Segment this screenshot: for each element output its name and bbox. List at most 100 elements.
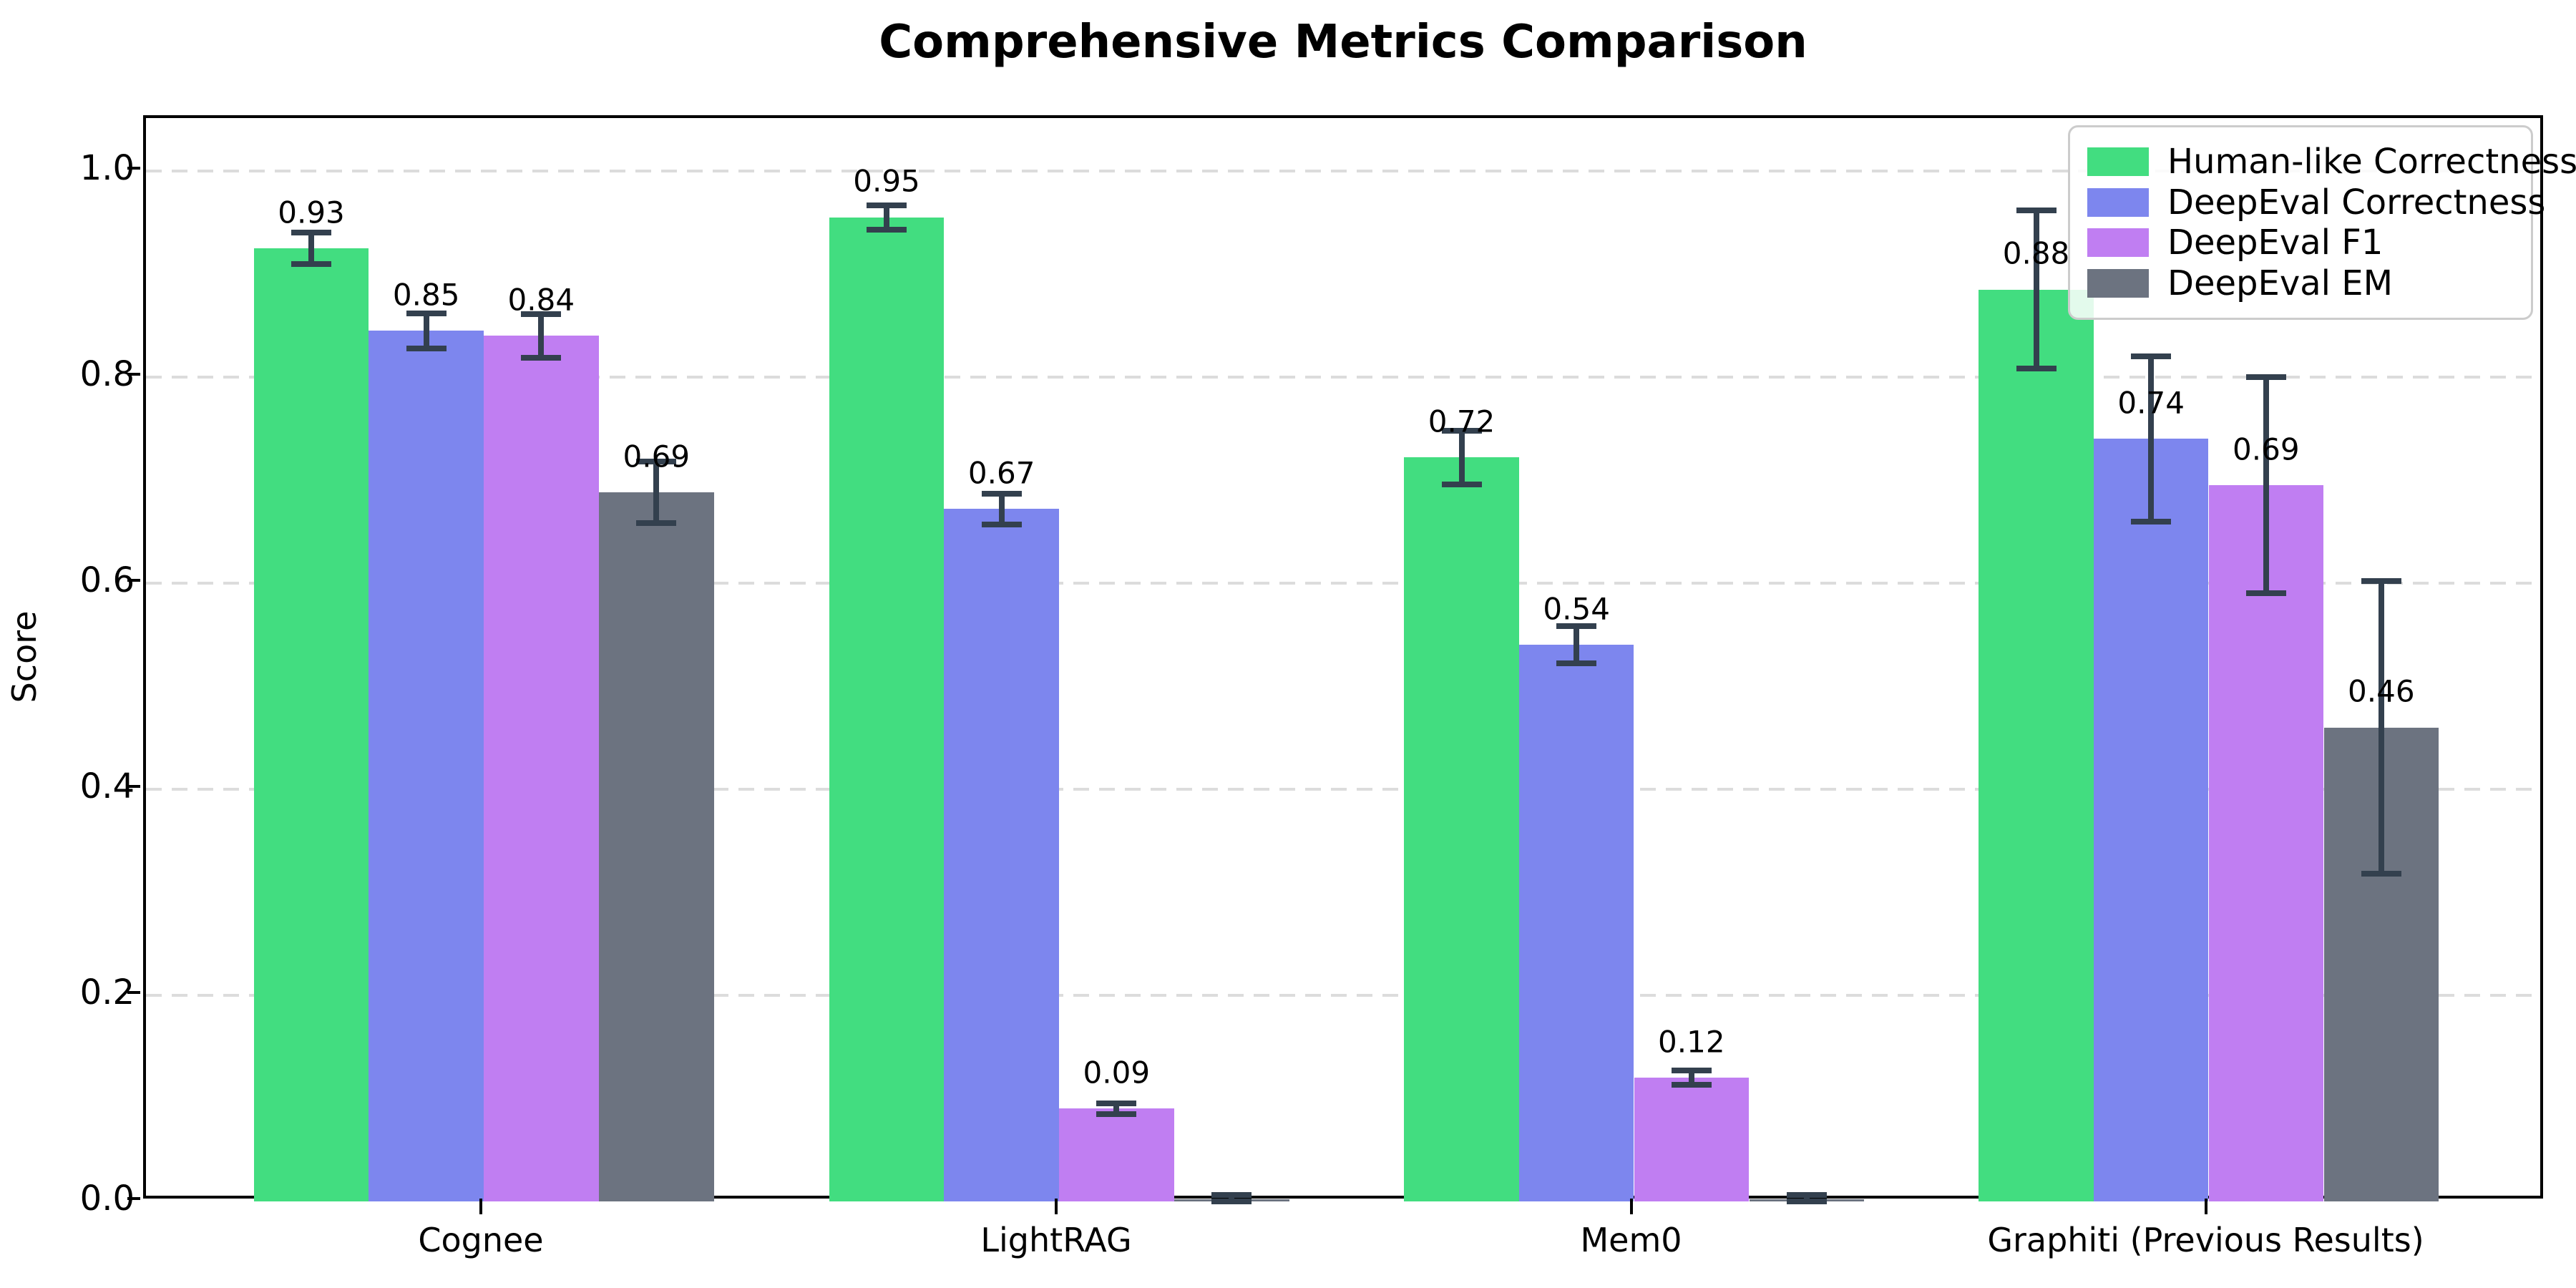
error-bar-cap: [636, 459, 677, 465]
bar: [1059, 1108, 1174, 1201]
bar: [944, 509, 1059, 1201]
value-label: 0.69: [623, 439, 691, 474]
legend-label: DeepEval EM: [2167, 263, 2393, 303]
y-tick-label: 0.4: [79, 766, 135, 806]
error-bar-cap: [1096, 1101, 1137, 1107]
error-bar-cap: [1786, 1192, 1827, 1199]
error-bar: [1458, 430, 1465, 484]
value-label: 0.95: [853, 163, 920, 199]
bar: [599, 492, 714, 1201]
error-bar-cap: [521, 311, 562, 318]
value-label: 0.09: [1083, 1055, 1151, 1091]
bar: [369, 331, 484, 1201]
x-tick-mark: [2204, 1199, 2207, 1214]
error-bar-cap: [2245, 590, 2286, 597]
x-tick-mark: [1629, 1199, 1633, 1214]
gridline: [146, 994, 2540, 997]
error-bar: [884, 205, 889, 230]
chart-title: Comprehensive Metrics Comparison: [879, 16, 1807, 69]
bar: [829, 217, 945, 1201]
legend-item: DeepEval Correctness: [2087, 182, 2545, 223]
error-bar-cap: [981, 521, 1022, 527]
value-label: 0.88: [2002, 235, 2070, 271]
error-bar-cap: [406, 345, 447, 351]
value-label: 0.93: [278, 195, 345, 230]
error-bar: [1113, 1103, 1120, 1114]
legend-swatch: [2087, 228, 2149, 258]
value-label: 0.12: [1658, 1024, 1725, 1060]
bar: [253, 248, 369, 1201]
error-bar-cap: [636, 520, 677, 527]
error-bar-cap: [1211, 1192, 1252, 1199]
y-tick-mark: [127, 991, 140, 994]
x-tick-mark: [1055, 1199, 1058, 1214]
value-label: 0.46: [2348, 673, 2415, 709]
error-bar-cap: [2245, 374, 2286, 380]
error-bar-cap: [2016, 207, 2057, 213]
error-bar: [308, 233, 314, 264]
error-bar-cap: [1096, 1111, 1137, 1117]
value-label: 0.69: [2233, 431, 2300, 467]
error-bar: [1803, 1195, 1810, 1201]
legend-swatch: [2087, 147, 2149, 176]
value-label: 0.84: [507, 282, 575, 318]
bar: [1634, 1078, 1750, 1201]
error-bar-cap: [1786, 1199, 1827, 1204]
error-bar: [1574, 626, 1580, 664]
legend-item: Human-like Correctness: [2087, 142, 2576, 182]
value-label: 0.85: [392, 277, 460, 313]
error-bar: [538, 314, 545, 358]
y-tick-mark: [127, 167, 140, 170]
error-bar-cap: [981, 490, 1022, 497]
legend-swatch: [2087, 268, 2149, 298]
error-bar-cap: [291, 260, 331, 267]
error-bar: [2148, 356, 2155, 522]
y-tick-label: 0.8: [79, 354, 135, 394]
y-axis-label: Score: [5, 610, 44, 703]
error-bar: [998, 493, 1005, 525]
x-tick-label: Mem0: [1580, 1221, 1682, 1259]
error-bar-cap: [1211, 1199, 1252, 1204]
bar: [1518, 645, 1634, 1201]
legend-item: DeepEval F1: [2087, 223, 2514, 263]
error-bar-cap: [406, 310, 447, 316]
x-tick-mark: [479, 1199, 482, 1214]
y-tick-label: 0.2: [79, 972, 135, 1013]
x-tick-label: LightRAG: [980, 1221, 1132, 1259]
y-tick-mark: [127, 785, 140, 788]
gridline: [146, 788, 2540, 791]
error-bar: [2263, 377, 2269, 594]
legend-label: DeepEval F1: [2167, 223, 2384, 263]
bar: [1979, 289, 2094, 1201]
y-tick-mark: [127, 579, 140, 582]
y-tick-label: 0.0: [79, 1179, 135, 1219]
error-bar: [2033, 210, 2039, 369]
error-bar-cap: [1441, 481, 1482, 487]
error-bar-cap: [2131, 518, 2172, 525]
error-bar-cap: [2361, 871, 2401, 877]
error-bar: [653, 462, 660, 524]
value-label: 0.67: [967, 455, 1035, 491]
value-label: 0.54: [1543, 591, 1610, 627]
y-tick-label: 0.6: [79, 560, 135, 600]
error-bar-cap: [2131, 353, 2172, 360]
gridline: [146, 582, 2540, 585]
legend-swatch: [2087, 187, 2149, 217]
legend-label: Human-like Correctness: [2167, 142, 2576, 182]
error-bar: [423, 313, 429, 348]
gridline: [146, 170, 2540, 172]
error-bar-cap: [1671, 1068, 1712, 1074]
bar: [2208, 485, 2324, 1201]
y-tick-mark: [127, 1197, 140, 1200]
error-bar-cap: [867, 202, 907, 208]
bar: [484, 336, 599, 1201]
legend: Human-like Correctness DeepEval Correctne…: [2068, 125, 2576, 320]
y-tick-mark: [127, 373, 140, 376]
error-bar-cap: [1556, 623, 1597, 630]
gridline: [146, 376, 2540, 379]
value-label: 0.74: [2117, 385, 2185, 421]
value-label: 0.72: [1428, 404, 1496, 439]
error-bar: [1688, 1070, 1694, 1085]
y-tick-label: 1.0: [79, 148, 135, 188]
